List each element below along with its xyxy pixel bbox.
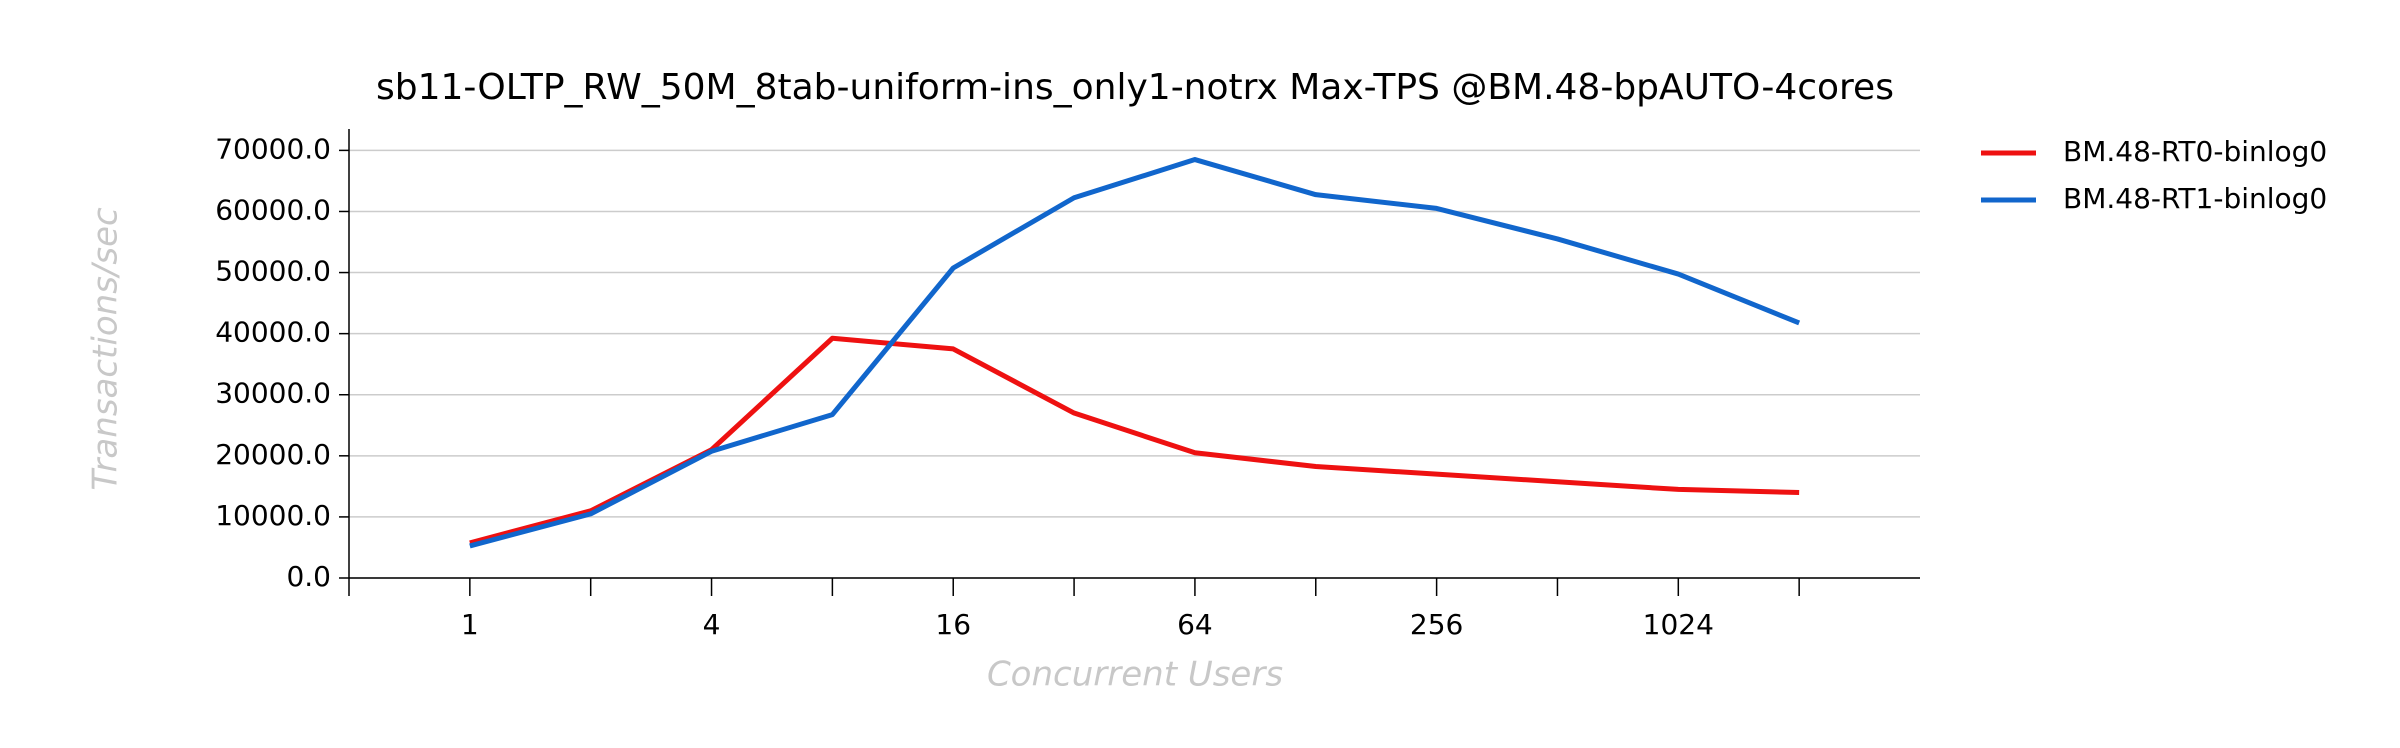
series-line: [469, 157, 1801, 549]
y-tick-label: 50000.0: [215, 255, 331, 288]
y-tick-label: 70000.0: [215, 132, 331, 165]
y-tick-label: 60000.0: [215, 193, 331, 226]
y-tick-label: 10000.0: [215, 499, 331, 532]
x-tick-label: 4: [703, 608, 721, 641]
y-tick-label: 30000.0: [215, 377, 331, 410]
y-tick-label: 20000.0: [215, 438, 331, 471]
x-tick-label: 1: [461, 608, 479, 641]
legend-label: BM.48-RT0-binlog0: [2063, 135, 2327, 168]
x-tick-label: 1024: [1643, 608, 1714, 641]
chart-title: sb11-OLTP_RW_50M_8tab-uniform-ins_only1-…: [376, 67, 1894, 108]
series-line: [469, 335, 1800, 546]
y-tick-label: 0.0: [286, 560, 331, 593]
x-axis-label: Concurrent Users: [987, 655, 1283, 695]
x-tick-label: 64: [1177, 608, 1213, 641]
y-tick-label: 40000.0: [215, 316, 331, 349]
x-tick-label: 16: [935, 608, 971, 641]
legend-label: BM.48-RT1-binlog0: [2063, 182, 2327, 215]
y-axis-label: Transactions/sec: [86, 207, 126, 491]
x-tick-label: 256: [1410, 608, 1463, 641]
